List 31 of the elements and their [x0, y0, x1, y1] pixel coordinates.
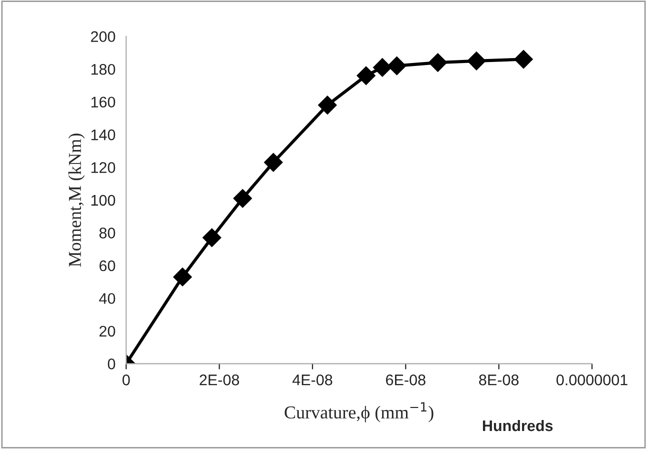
y-tick-label: 200 — [91, 31, 116, 42]
y-tick-label: 20 — [100, 326, 116, 337]
x-tick-label: 4E-08 — [292, 374, 332, 386]
y-tick-label: 40 — [99, 293, 116, 304]
x-tick-label: 6E-08 — [386, 374, 426, 386]
y-tick-label: 60 — [100, 260, 116, 272]
y-tick-label: 160 — [91, 96, 116, 108]
text: Hundreds — [482, 420, 553, 432]
y-axis-title: Moment,M (kNm) — [68, 134, 85, 267]
x-tick-label: 0 — [122, 374, 130, 386]
point — [387, 56, 406, 76]
y-tick-label: 100 — [91, 194, 116, 206]
x-tick-label: 0.0000001 — [556, 374, 628, 386]
point — [467, 52, 486, 70]
x-tick-label: 8E-08 — [479, 374, 519, 386]
y-tick-label: 120 — [91, 162, 116, 173]
point — [202, 228, 222, 248]
x-tick-label: 2E-08 — [200, 374, 240, 386]
x-axis-title: Curvature,ϕ (mm$^{−1}$) — [284, 402, 434, 422]
point — [233, 189, 252, 208]
point — [356, 66, 376, 86]
point — [373, 58, 392, 77]
y-tick-label: 180 — [91, 64, 116, 75]
y-tick-label: 0 — [108, 358, 116, 370]
point — [428, 53, 448, 72]
point — [318, 96, 337, 114]
point — [173, 268, 192, 286]
point — [264, 153, 283, 172]
y-tick-label: 140 — [91, 129, 116, 140]
point — [514, 50, 533, 69]
y-tick-label: 80 — [99, 228, 116, 238]
